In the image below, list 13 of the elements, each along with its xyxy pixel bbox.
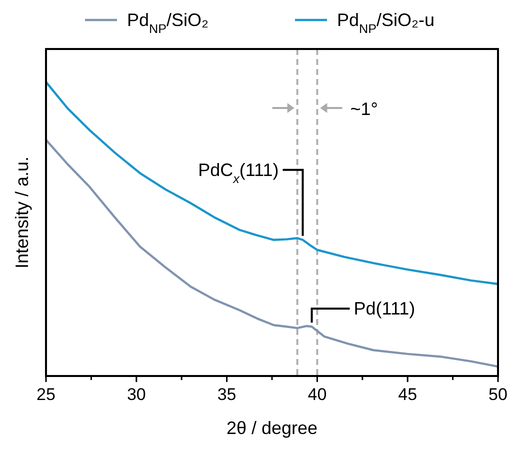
x-tick-label: 35 [217, 385, 236, 404]
x-axis-title: 2θ / degree [226, 418, 318, 438]
x-tick-label: 50 [488, 385, 508, 404]
y-axis-title: Intensity / a.u. [12, 156, 32, 269]
x-tick-label: 25 [36, 385, 56, 404]
x-tick-label: 30 [126, 385, 146, 404]
annotation: Pd(111) [354, 298, 416, 319]
legend-label: Pd$_{NP}$/SiO₂ [127, 10, 209, 36]
annotation: PdC$_{x}$(111) [198, 160, 279, 186]
x-tick-label: 45 [398, 385, 418, 404]
legend-label: Pd$_{NP}$/SiO₂-u [337, 10, 435, 36]
x-tick-label: 40 [308, 385, 327, 404]
annotation: ~1° [350, 99, 378, 119]
